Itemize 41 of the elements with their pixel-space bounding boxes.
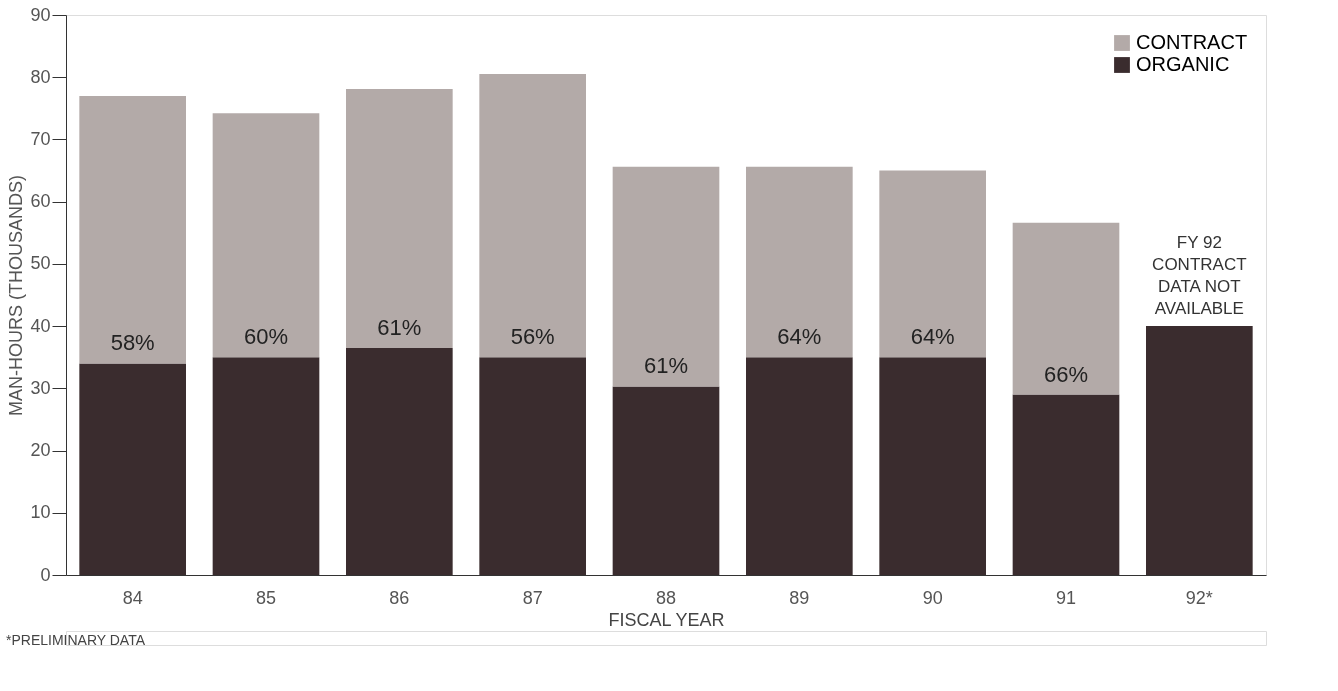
y-tick-label: 20 <box>30 440 51 461</box>
y-tick-label: 50 <box>30 253 51 274</box>
y-tick-label: 70 <box>30 128 51 149</box>
annotation: 60% <box>243 324 289 350</box>
x-tick-label: 85 <box>255 587 277 608</box>
annotation: 58% <box>110 330 155 356</box>
annotation: 66% <box>1043 361 1089 387</box>
text: *PRELIMINARY DATA <box>6 632 146 648</box>
annotation: 64% <box>777 324 822 350</box>
annotation: 61% <box>377 314 422 340</box>
legend-label: CONTRACT <box>1136 31 1248 53</box>
x-tick-label: 92* <box>1185 587 1213 608</box>
x-tick-label: 91 <box>1055 587 1077 608</box>
bar <box>479 74 586 358</box>
x-tick-label: 89 <box>789 587 810 608</box>
annotation: FY 92 CONTRACT DATA NOT AVAILABLE <box>1152 233 1247 319</box>
bar <box>879 170 986 358</box>
x-tick-label: 88 <box>655 587 677 608</box>
y-axis-title: MAN-HOURS (THOUSANDS) <box>6 175 27 416</box>
y-tick-label: 0 <box>40 564 51 585</box>
x-tick-label: 90 <box>922 587 943 608</box>
x-tick-label: 87 <box>522 587 543 608</box>
annotation: 61% <box>643 353 689 379</box>
legend-label: ORGANIC <box>1136 53 1230 75</box>
y-tick-label: 30 <box>30 377 51 398</box>
x-axis-title: FISCAL YEAR <box>608 609 725 630</box>
y-tick-label: 40 <box>30 315 51 336</box>
annotation: 64% <box>910 324 955 350</box>
bar <box>79 95 186 364</box>
y-tick-label: 90 <box>30 4 51 25</box>
annotation: 56% <box>510 324 555 350</box>
bar <box>746 166 853 358</box>
bar <box>212 113 320 358</box>
y-tick-label: 10 <box>30 502 51 523</box>
x-tick-label: 86 <box>389 587 410 608</box>
bar <box>1012 222 1120 395</box>
bar <box>346 89 453 348</box>
y-tick-label: 60 <box>30 191 51 212</box>
x-tick-label: 84 <box>122 587 143 608</box>
y-tick-label: 80 <box>30 66 51 87</box>
bar <box>612 166 720 387</box>
